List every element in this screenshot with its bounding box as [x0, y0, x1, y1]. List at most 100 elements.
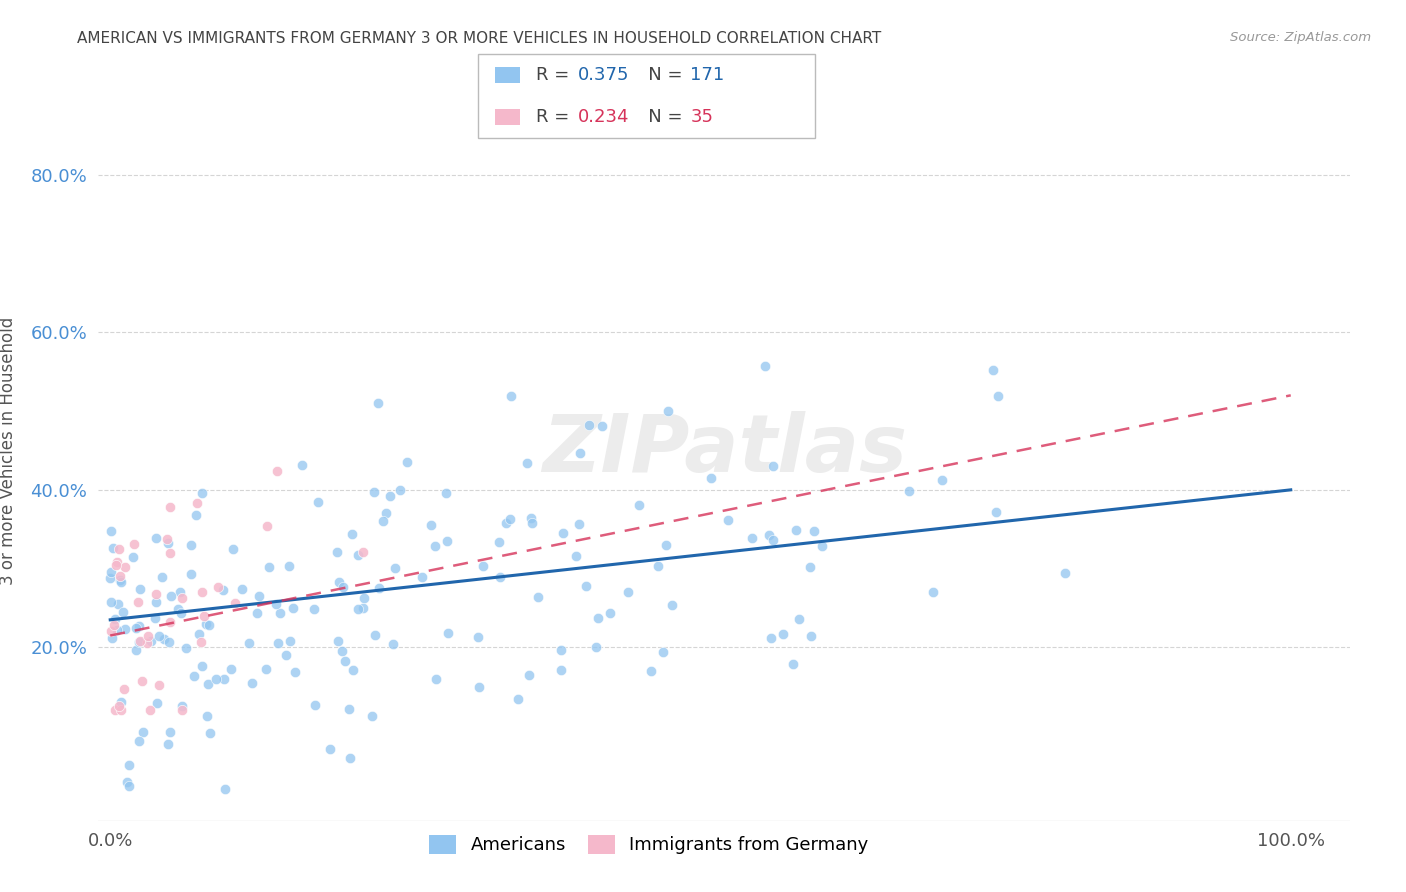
Point [762, 458, 785, 473]
Point [264, 597, 287, 611]
Point [105, 555, 128, 569]
Point [105, 623, 128, 637]
Point [654, 538, 676, 552]
Point [198, 726, 221, 740]
Point [565, 549, 588, 563]
Point [238, 636, 260, 650]
Text: Source: ZipAtlas.com: Source: ZipAtlas.com [1230, 31, 1371, 45]
Point [550, 643, 572, 657]
Point [785, 523, 807, 537]
Y-axis label: 3 or more Vehicles in Household: 3 or more Vehicles in Household [0, 317, 17, 584]
Point [339, 751, 361, 765]
Point [100, 565, 122, 579]
Point [122, 537, 145, 551]
Point [921, 585, 943, 599]
Point [1054, 566, 1077, 580]
Point [195, 708, 218, 723]
Point [617, 585, 640, 599]
Point [135, 636, 157, 650]
Point [328, 574, 350, 589]
Point [207, 580, 229, 594]
Point [143, 611, 166, 625]
Point [145, 531, 167, 545]
Point [170, 703, 193, 717]
Point [520, 516, 543, 530]
Point [987, 389, 1010, 403]
Point [758, 528, 780, 542]
Point [772, 626, 794, 640]
Point [242, 675, 264, 690]
Point [141, 634, 163, 648]
Point [931, 474, 953, 488]
Point [170, 591, 193, 605]
Point [498, 511, 520, 525]
Point [169, 606, 191, 620]
Point [172, 698, 194, 713]
Point [759, 632, 782, 646]
Text: 171: 171 [690, 66, 724, 84]
Point [436, 534, 458, 549]
Text: N =: N = [631, 108, 689, 126]
Point [222, 541, 245, 556]
Point [657, 404, 679, 418]
Point [640, 664, 662, 678]
Point [661, 598, 683, 612]
Point [269, 606, 291, 620]
Point [139, 703, 162, 717]
Point [112, 682, 135, 697]
Point [150, 570, 173, 584]
Point [160, 589, 183, 603]
Point [304, 698, 326, 713]
Text: N =: N = [631, 66, 689, 84]
Point [186, 496, 208, 510]
Point [550, 664, 572, 678]
Point [108, 542, 131, 557]
Point [127, 595, 149, 609]
Point [128, 619, 150, 633]
Point [551, 525, 574, 540]
Point [578, 417, 600, 432]
Point [174, 640, 197, 655]
Point [104, 703, 127, 717]
Point [107, 699, 129, 714]
Point [118, 758, 141, 772]
Point [105, 558, 128, 572]
Point [984, 505, 1007, 519]
Point [103, 541, 125, 555]
Point [519, 668, 541, 682]
Point [197, 677, 219, 691]
Point [342, 663, 364, 677]
Point [787, 612, 810, 626]
Point [128, 634, 150, 648]
Point [375, 507, 398, 521]
Point [420, 518, 443, 533]
Point [384, 561, 406, 575]
Point [219, 662, 242, 676]
Point [382, 637, 405, 651]
Point [811, 539, 834, 553]
Point [360, 709, 382, 723]
Point [157, 634, 180, 648]
Point [224, 596, 246, 610]
Point [246, 606, 269, 620]
Point [125, 621, 148, 635]
Point [156, 533, 179, 547]
Point [100, 524, 122, 539]
Point [274, 648, 297, 663]
Point [425, 672, 447, 686]
Point [169, 584, 191, 599]
Point [267, 636, 290, 650]
Point [145, 595, 167, 609]
Point [471, 559, 494, 574]
Point [214, 782, 236, 797]
Point [488, 534, 510, 549]
Point [159, 546, 181, 560]
Point [302, 601, 325, 615]
Point [499, 389, 522, 403]
Point [799, 559, 821, 574]
Point [100, 624, 122, 639]
Point [104, 612, 127, 626]
Point [586, 611, 609, 625]
Point [627, 498, 650, 512]
Point [373, 514, 395, 528]
